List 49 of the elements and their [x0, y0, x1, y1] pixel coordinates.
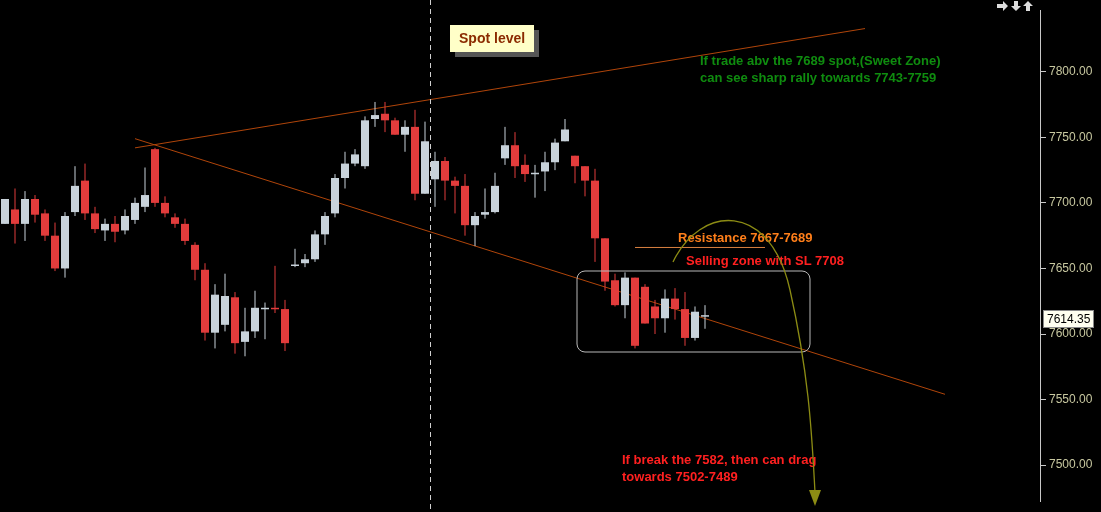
y-tick-label: 7750.00 — [1049, 129, 1093, 144]
candlestick — [101, 218, 109, 242]
candlestick — [481, 187, 489, 220]
candlestick — [341, 151, 349, 189]
candlestick — [581, 165, 589, 197]
candlestick — [251, 290, 259, 339]
y-tick-label: 7550.00 — [1049, 391, 1093, 406]
candlestick — [161, 195, 169, 218]
candlestick — [441, 156, 449, 201]
candlestick — [241, 307, 249, 357]
annotation: Resistance 7667-7689 — [678, 229, 813, 246]
candlestick — [651, 299, 659, 335]
candlestick — [321, 211, 329, 246]
candlestick — [671, 287, 679, 321]
candlestick — [501, 126, 509, 166]
candlestick — [401, 119, 409, 153]
y-tick-label: 7700.00 — [1049, 195, 1093, 210]
annotation: Spot level — [450, 25, 535, 52]
y-tick-label: 7500.00 — [1049, 457, 1093, 472]
candlestick — [661, 288, 669, 334]
candlestick — [571, 155, 579, 184]
candlestick — [121, 208, 129, 235]
candlestick — [521, 153, 529, 183]
annotation: If trade abv the 7689 spot,(Sweet Zone) can see sharp rally towards 7743-7759 — [700, 52, 942, 86]
candlestick — [141, 167, 149, 213]
candlestick — [131, 197, 139, 225]
candlestick — [451, 176, 459, 214]
candlestick — [91, 206, 99, 234]
candlestick — [511, 131, 519, 179]
annotation: If break the 7582, then can drag towards 7502-7489 — [622, 451, 818, 485]
y-tick-label: 7600.00 — [1049, 326, 1093, 341]
candlestick — [31, 194, 39, 224]
candlestick — [551, 138, 559, 171]
text: 7614.35 — [1043, 310, 1095, 328]
candlestick — [471, 211, 479, 247]
candlestick — [171, 212, 179, 229]
candlestick — [431, 151, 439, 208]
candlestick — [701, 304, 709, 330]
candlestick — [41, 208, 49, 242]
candlestick — [301, 253, 309, 268]
candlestick — [111, 215, 119, 243]
candlestick — [371, 101, 379, 128]
candlestick — [181, 218, 189, 246]
candlestick — [541, 151, 549, 192]
candlestick — [11, 187, 19, 245]
y-tick-label: 7650.00 — [1049, 260, 1093, 275]
y-tick-label: 7800.00 — [1049, 64, 1093, 79]
candlestick — [381, 101, 389, 133]
annotation: Selling zone with SL 7708 — [686, 252, 844, 269]
